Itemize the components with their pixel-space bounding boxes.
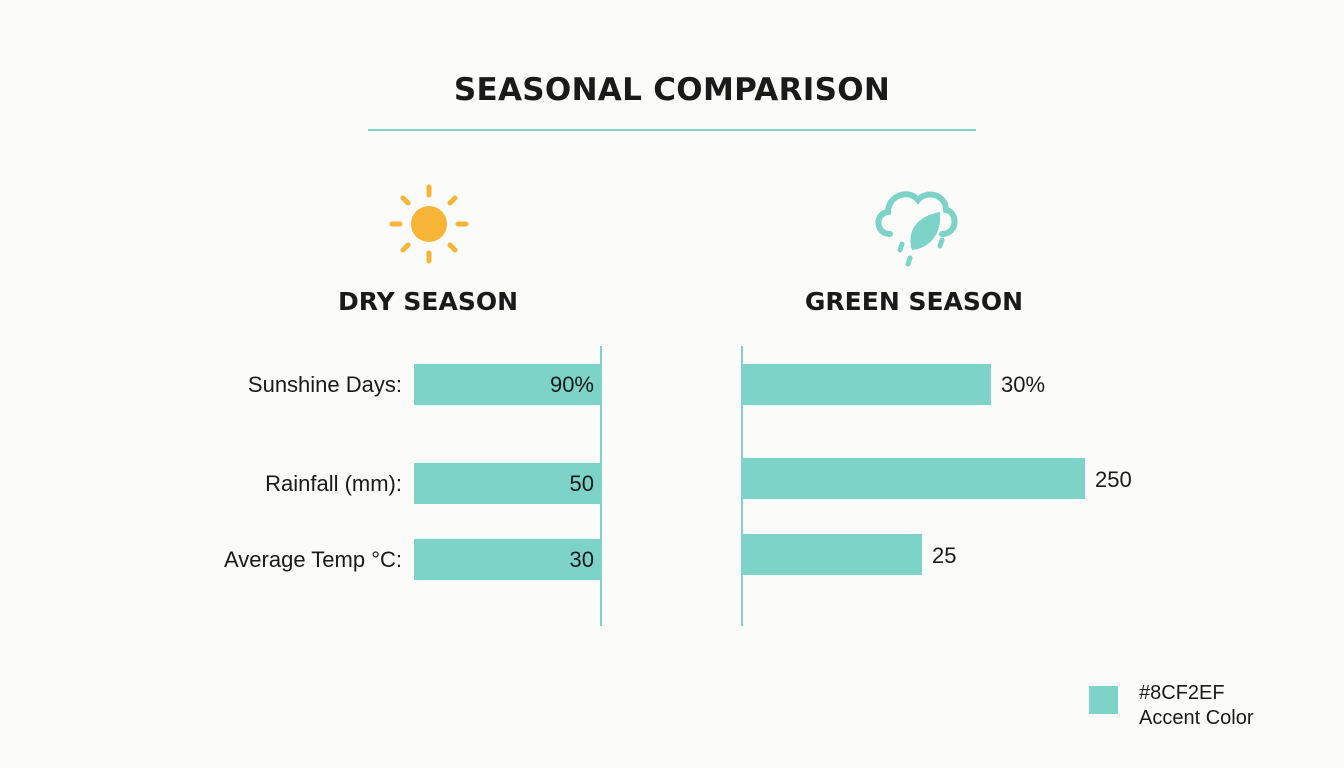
legend-color-code: #8CF2EF <box>1139 682 1225 704</box>
dry-season-bar <box>414 364 601 405</box>
dry-season-value-label: 90% <box>549 372 594 397</box>
legend-swatch <box>1089 686 1118 714</box>
green-season-value-label: 250 <box>1095 467 1132 492</box>
dry-season-bar <box>414 539 601 580</box>
legend-label: Accent Color <box>1139 707 1254 729</box>
green-season-value-label: 30% <box>1001 372 1046 397</box>
dry-season-bar <box>414 463 601 504</box>
green-season-heading: GREEN SEASON <box>804 287 1024 316</box>
dry-season-axis <box>600 346 602 626</box>
green-season-bar <box>742 364 991 405</box>
title-divider <box>368 129 976 131</box>
green-season-bar <box>742 534 922 575</box>
category-label: Rainfall (mm): <box>265 471 402 496</box>
chart-title: SEASONAL COMPARISON <box>453 72 891 108</box>
category-label: Sunshine Days: <box>247 372 402 397</box>
sun-icon <box>389 184 469 264</box>
green-season-bar <box>742 458 1085 499</box>
dry-season-value-label: 50 <box>569 471 594 496</box>
green-season-value-label: 25 <box>932 543 957 568</box>
dry-season-value-label: 30 <box>569 547 594 572</box>
dry-season-heading: DRY SEASON <box>337 287 519 316</box>
category-label: Average Temp °C: <box>224 547 402 572</box>
rain-cloud-leaf-icon <box>875 191 958 267</box>
